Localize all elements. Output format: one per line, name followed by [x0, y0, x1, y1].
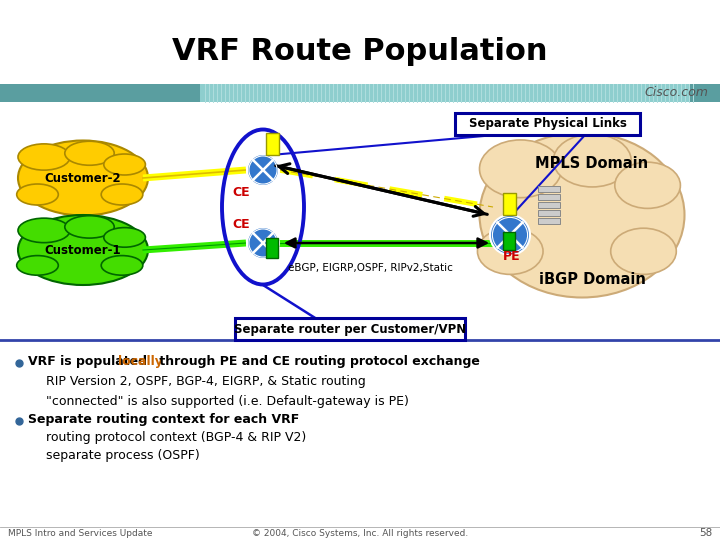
Ellipse shape: [104, 154, 145, 175]
Bar: [503, 193, 516, 215]
Text: VRF Route Population: VRF Route Population: [172, 37, 548, 66]
Ellipse shape: [480, 140, 562, 198]
Circle shape: [247, 154, 279, 186]
Bar: [538, 210, 560, 216]
Bar: [266, 238, 278, 258]
Bar: [538, 186, 560, 192]
Text: © 2004, Cisco Systems, Inc. All rights reserved.: © 2004, Cisco Systems, Inc. All rights r…: [252, 529, 468, 537]
Ellipse shape: [18, 215, 148, 285]
Bar: [538, 194, 560, 200]
Text: CE: CE: [232, 219, 250, 232]
Text: MPLS Intro and Services Update: MPLS Intro and Services Update: [8, 529, 153, 537]
Text: iBGP Domain: iBGP Domain: [539, 273, 645, 287]
Text: Customer-1: Customer-1: [45, 244, 121, 256]
Circle shape: [490, 215, 530, 255]
Ellipse shape: [18, 140, 148, 215]
Text: 58: 58: [698, 528, 712, 538]
Text: VRF is populated: VRF is populated: [28, 354, 151, 368]
Ellipse shape: [102, 255, 143, 275]
Text: separate process (OSPF): separate process (OSPF): [46, 449, 199, 462]
Text: PE: PE: [503, 251, 521, 264]
Ellipse shape: [17, 184, 58, 205]
Ellipse shape: [615, 162, 680, 208]
Text: MPLS Domain: MPLS Domain: [536, 156, 649, 171]
Bar: [0, 84, 720, 102]
Ellipse shape: [18, 144, 70, 170]
Ellipse shape: [102, 184, 143, 205]
Text: locally: locally: [118, 354, 163, 368]
Text: CE: CE: [232, 186, 250, 199]
Bar: [200, 84, 690, 102]
Ellipse shape: [17, 255, 58, 275]
Text: Separate routing context for each VRF: Separate routing context for each VRF: [28, 413, 300, 426]
Text: Customer-2: Customer-2: [45, 172, 121, 185]
Ellipse shape: [104, 227, 145, 247]
Text: through PE and CE routing protocol exchange: through PE and CE routing protocol excha…: [156, 354, 480, 368]
Bar: [538, 218, 560, 224]
Bar: [503, 232, 515, 250]
Ellipse shape: [553, 134, 631, 187]
Bar: [538, 202, 560, 208]
Ellipse shape: [480, 132, 685, 298]
Ellipse shape: [65, 215, 114, 238]
Text: Separate router per Customer/VPN: Separate router per Customer/VPN: [234, 322, 466, 335]
Text: Cisco.com: Cisco.com: [644, 86, 708, 99]
Ellipse shape: [65, 141, 114, 165]
Ellipse shape: [477, 228, 543, 274]
Bar: [266, 133, 279, 155]
Ellipse shape: [18, 218, 70, 242]
Text: eBGP, EIGRP,OSPF, RIPv2,Static: eBGP, EIGRP,OSPF, RIPv2,Static: [287, 263, 452, 273]
Ellipse shape: [611, 228, 676, 274]
Text: routing protocol context (BGP-4 & RIP V2): routing protocol context (BGP-4 & RIP V2…: [46, 431, 306, 444]
Text: "connected" is also supported (i.e. Default-gateway is PE): "connected" is also supported (i.e. Defa…: [46, 395, 409, 408]
FancyBboxPatch shape: [455, 113, 640, 135]
FancyBboxPatch shape: [235, 318, 465, 340]
Circle shape: [247, 227, 279, 259]
Text: Separate Physical Links: Separate Physical Links: [469, 118, 626, 131]
Text: RIP Version 2, OSPF, BGP-4, EIGRP, & Static routing: RIP Version 2, OSPF, BGP-4, EIGRP, & Sta…: [46, 375, 366, 388]
